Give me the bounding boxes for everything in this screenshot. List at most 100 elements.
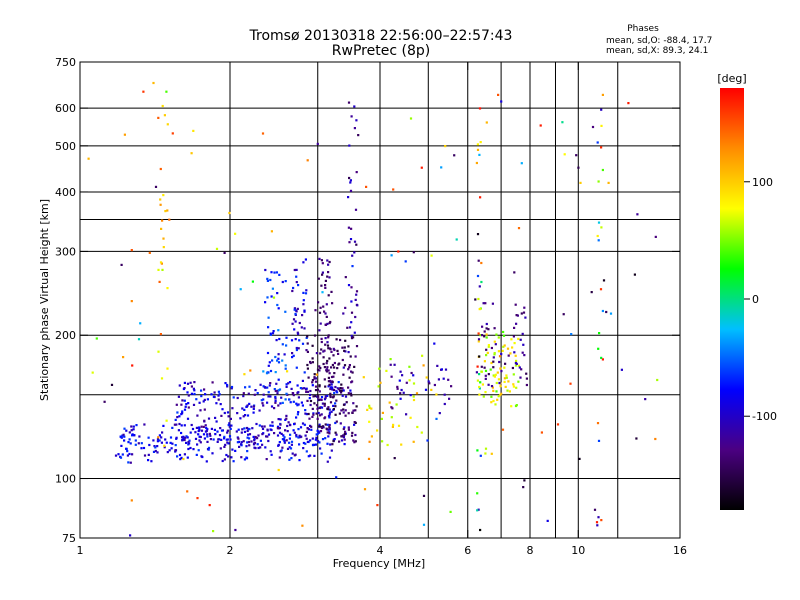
data-point	[123, 439, 126, 442]
data-point	[477, 340, 480, 343]
data-point	[192, 387, 195, 390]
data-point	[171, 442, 174, 445]
data-point	[443, 402, 446, 406]
data-point	[487, 344, 490, 347]
data-point	[326, 408, 329, 411]
data-point	[306, 159, 309, 162]
data-point	[183, 399, 186, 402]
data-point	[444, 368, 448, 371]
colorbar-gradient	[720, 88, 744, 510]
data-point	[182, 387, 185, 391]
data-point	[335, 338, 338, 341]
data-point	[223, 445, 226, 448]
data-point	[329, 395, 332, 398]
data-point	[478, 385, 481, 389]
data-point	[178, 415, 181, 418]
data-point	[211, 452, 214, 455]
y-tick-label: 400	[55, 186, 76, 199]
data-point	[129, 534, 132, 537]
data-point	[270, 230, 273, 233]
data-point	[284, 310, 287, 313]
data-point	[600, 108, 603, 111]
data-point	[321, 262, 324, 265]
data-point	[290, 387, 293, 390]
data-point	[491, 386, 494, 389]
data-point	[206, 435, 209, 438]
data-point	[596, 422, 600, 425]
data-point	[430, 388, 433, 391]
data-point	[484, 447, 488, 450]
data-point	[278, 273, 281, 276]
data-point	[269, 369, 273, 373]
data-point	[493, 340, 496, 343]
data-point	[219, 403, 222, 406]
data-point	[292, 318, 296, 321]
data-point	[283, 439, 286, 442]
data-point	[477, 297, 480, 301]
data-point	[556, 423, 560, 426]
data-point	[600, 519, 603, 522]
data-point	[444, 145, 447, 148]
data-point	[122, 433, 125, 436]
data-point	[351, 371, 354, 374]
data-point	[297, 396, 300, 399]
data-point	[506, 389, 509, 392]
data-point	[341, 346, 344, 349]
data-point	[267, 326, 270, 329]
data-point	[278, 456, 281, 459]
data-point	[315, 433, 318, 436]
data-point	[493, 352, 496, 355]
data-point	[340, 439, 344, 442]
data-point	[277, 329, 280, 332]
data-point	[332, 408, 335, 411]
data-point	[297, 411, 300, 414]
data-point	[308, 417, 311, 420]
data-point	[206, 433, 209, 436]
data-point	[350, 370, 353, 373]
data-point	[328, 322, 331, 325]
data-point	[311, 437, 314, 440]
data-point	[422, 364, 425, 367]
data-point	[341, 435, 344, 438]
data-point	[525, 372, 528, 375]
data-point	[399, 370, 402, 373]
data-point	[247, 433, 250, 436]
data-point	[208, 504, 211, 507]
data-point	[600, 146, 603, 149]
data-point	[508, 390, 511, 393]
data-point	[301, 422, 305, 425]
data-point	[404, 260, 407, 263]
data-point	[216, 440, 219, 443]
data-point	[315, 373, 319, 376]
data-point	[301, 342, 305, 345]
data-point	[203, 398, 206, 401]
data-point	[228, 422, 231, 425]
data-point	[502, 330, 505, 334]
data-point	[408, 379, 411, 382]
data-point	[252, 411, 255, 414]
data-point	[324, 395, 327, 398]
data-point	[217, 394, 220, 397]
data-point	[285, 336, 288, 339]
data-point	[335, 420, 338, 423]
data-point	[330, 366, 333, 369]
data-point	[192, 448, 195, 451]
data-point	[505, 374, 508, 377]
data-point	[478, 107, 482, 110]
data-point	[495, 333, 498, 336]
data-point	[314, 443, 317, 446]
data-point	[485, 354, 488, 357]
data-point	[121, 434, 124, 437]
data-point	[311, 407, 314, 410]
data-point	[223, 411, 226, 415]
data-point	[620, 368, 623, 371]
data-point	[305, 437, 308, 440]
data-point	[328, 383, 331, 386]
data-point	[273, 271, 276, 274]
data-point	[253, 441, 257, 445]
data-point	[311, 344, 314, 347]
data-point	[485, 336, 488, 339]
data-point	[322, 350, 325, 353]
data-point	[256, 437, 259, 440]
data-point	[305, 430, 308, 433]
